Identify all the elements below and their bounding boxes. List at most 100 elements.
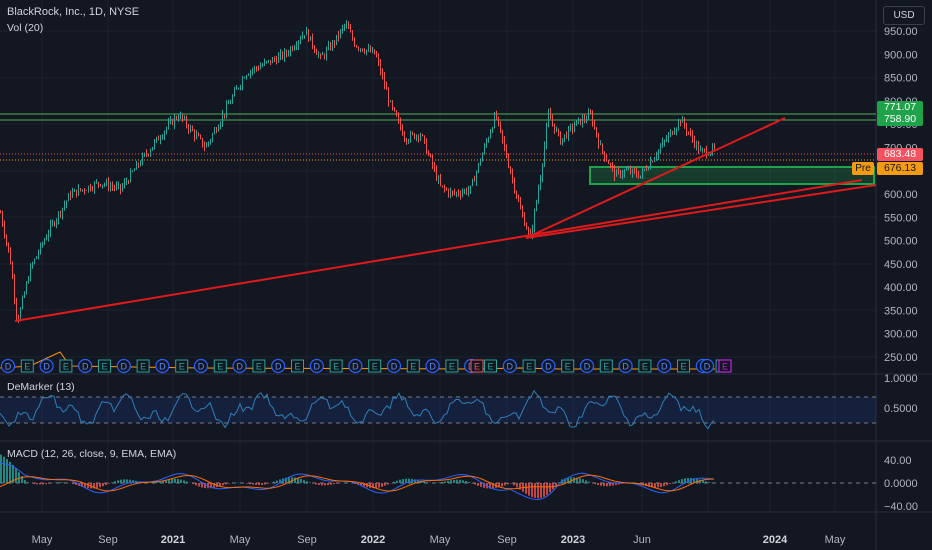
earnings-event-icon	[291, 359, 304, 373]
macd-histogram-bar	[582, 479, 584, 483]
macd-histogram-bar	[114, 481, 116, 483]
macd-histogram-bar	[39, 483, 41, 485]
macd-histogram-bar	[405, 478, 407, 483]
macd-histogram-bar	[18, 472, 20, 483]
price-axis-label: 400.00	[884, 282, 918, 294]
macd-histogram-bar	[426, 482, 428, 483]
macd-axis-label: 0.0000	[884, 478, 918, 490]
macd-histogram-bar	[180, 479, 182, 483]
event-label: D	[121, 362, 128, 372]
earnings-event-icon	[522, 359, 536, 373]
macd-histogram-bar	[354, 483, 356, 485]
dividend-event-icon	[193, 358, 209, 374]
dividend-event-icon	[78, 358, 93, 374]
time-axis-label: 2021	[161, 534, 185, 546]
event-label: E	[474, 362, 480, 372]
earnings-event-icon	[252, 359, 266, 373]
macd-histogram-bar	[360, 483, 362, 486]
macd-histogram-bar	[201, 483, 203, 488]
event-label: E	[410, 362, 416, 372]
price-axis-label: 600.00	[884, 189, 918, 201]
macd-histogram-bar	[528, 483, 530, 496]
event-label: E	[722, 362, 728, 372]
macd-histogram-bar	[618, 483, 620, 485]
symbol-title[interactable]: BlackRock, Inc., 1D, NYSE	[7, 6, 140, 18]
macd-histogram-bar	[588, 481, 590, 483]
events-row: DEDEDEDEDEDEDEDEDEDEDEDEDEDEDEDEDEDEDE	[0, 358, 729, 374]
time-axis-label: 2024	[763, 534, 788, 546]
macd-histogram-bar	[303, 480, 305, 483]
macd-histogram-bar	[597, 483, 599, 486]
macd-histogram-bar	[12, 464, 14, 483]
macd-histogram-bar	[87, 483, 89, 489]
macd-histogram-bar	[573, 477, 575, 483]
macd-histogram-bar	[549, 483, 551, 493]
demarker-band	[0, 397, 876, 423]
event-label: E	[217, 362, 223, 372]
macd-histogram-bar	[513, 483, 515, 486]
event-label: D	[584, 362, 591, 372]
macd-histogram-bar	[213, 483, 215, 488]
macd-histogram-bar	[378, 483, 380, 488]
earnings-event-icon	[368, 359, 382, 373]
macd-histogram-bar	[477, 483, 479, 486]
candlestick-series	[0, 20, 715, 324]
dividend-event-icon	[386, 358, 402, 374]
earnings-event-icon	[213, 359, 227, 373]
macd-histogram-bar	[72, 483, 74, 484]
macd-histogram-bar	[567, 477, 569, 483]
event-label: E	[101, 362, 107, 372]
macd-histogram-bar	[315, 483, 317, 485]
macd-histogram-bar	[45, 483, 47, 485]
macd-histogram-bar	[252, 483, 254, 485]
macd-histogram-bar	[297, 478, 299, 483]
macd-histogram-bar	[288, 477, 290, 483]
dividend-event-icon	[425, 358, 440, 374]
macd-histogram-bar	[462, 480, 464, 483]
volume-legend[interactable]: Vol (20)	[7, 22, 44, 34]
event-label: D	[704, 362, 711, 372]
dividend-event-icon	[39, 358, 54, 374]
macd-histogram-bar	[585, 480, 587, 483]
macd-histogram-bar	[168, 479, 170, 483]
macd-histogram-bar	[267, 483, 269, 484]
earnings-event-icon	[406, 359, 420, 373]
event-label: D	[314, 362, 321, 372]
macd-histogram-bar	[612, 483, 614, 486]
demarker-line	[0, 389, 715, 430]
macd-histogram-bar	[132, 480, 134, 483]
macd-histogram-bar	[558, 482, 560, 483]
price-axis-label: 950.00	[884, 26, 918, 38]
event-label: D	[545, 362, 552, 372]
macd-histogram-bar	[48, 483, 50, 484]
macd-histogram-bar	[708, 482, 710, 483]
time-axis-label: May	[430, 534, 451, 546]
earnings-event-icon	[445, 359, 459, 373]
macd-histogram-bar	[81, 483, 83, 487]
macd-histogram-bar	[255, 483, 257, 485]
macd-histogram-bar	[555, 483, 557, 486]
event-label: E	[256, 362, 262, 372]
dividend-event-icon	[116, 358, 131, 374]
macd-histogram-bar	[276, 480, 278, 483]
currency-button[interactable]: USD	[883, 6, 925, 25]
macd-histogram-bar	[36, 483, 38, 485]
macd-histogram-bar	[372, 483, 374, 489]
macd-histogram-bar	[123, 479, 125, 483]
macd-histogram-bar	[474, 483, 476, 485]
macd-histogram-bar	[171, 478, 173, 483]
dividend-event-icon	[502, 358, 517, 374]
macd-histogram-bar	[321, 483, 323, 486]
demarker-legend[interactable]: DeMarker (13)	[7, 381, 75, 393]
macd-histogram-bar	[684, 478, 686, 483]
macd-histogram-bar	[156, 482, 158, 483]
macd-histogram-bar	[480, 483, 482, 487]
macd-histogram-bar	[375, 483, 377, 489]
premarket-badge: Pre	[852, 162, 874, 175]
macd-histogram-bar	[615, 483, 617, 486]
macd-histogram-bar	[600, 483, 602, 486]
macd-legend[interactable]: MACD (12, 26, close, 9, EMA, EMA)	[7, 448, 177, 460]
macd-histogram-bar	[183, 480, 185, 483]
macd-histogram-bar	[165, 479, 167, 483]
